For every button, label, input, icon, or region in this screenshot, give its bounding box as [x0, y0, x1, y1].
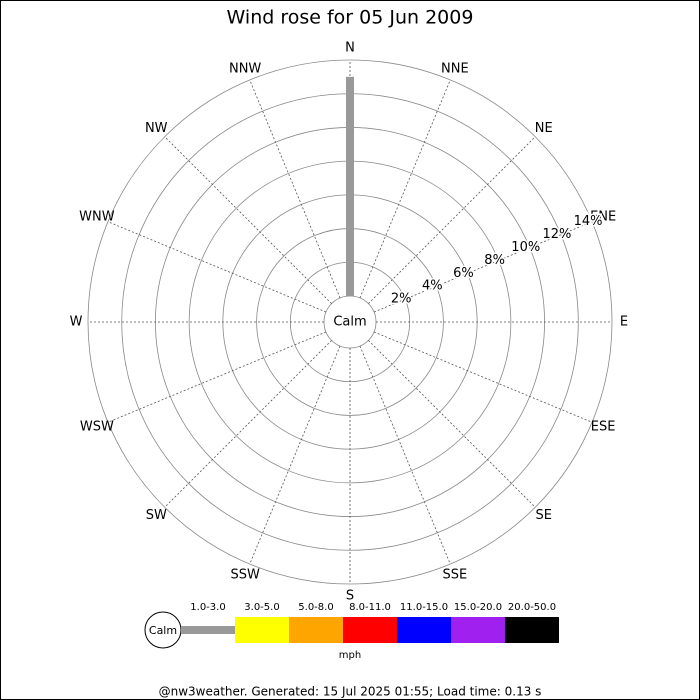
legend-label: 1.0-3.0	[190, 602, 225, 613]
grid-ring	[87, 59, 613, 585]
legend-swatch	[505, 617, 559, 643]
spoke	[368, 136, 536, 304]
legend-swatch	[397, 617, 451, 643]
legend-calm-label: Calm	[149, 624, 177, 637]
spoke	[249, 345, 341, 565]
spoke	[164, 340, 332, 508]
spoke	[107, 331, 327, 423]
ring-label: 10%	[511, 240, 540, 255]
spoke	[107, 221, 327, 313]
spoke	[368, 340, 536, 508]
direction-label: N	[345, 41, 355, 56]
calm-label: Calm	[333, 315, 366, 330]
legend-swatch	[343, 617, 397, 643]
ring-label: 12%	[542, 227, 571, 242]
ring-label: 4%	[422, 279, 443, 294]
direction-label: ESE	[591, 419, 616, 434]
direction-label: NW	[145, 121, 168, 136]
ring-label: 2%	[391, 292, 412, 307]
direction-label: W	[70, 315, 83, 330]
footer: @nw3weather. Generated: 15 Jul 2025 01:5…	[159, 685, 542, 699]
direction-label: SE	[536, 508, 552, 523]
direction-label: NNW	[229, 61, 261, 76]
chart-title: Wind rose for 05 Jun 2009	[227, 7, 474, 29]
legend-label: 15.0-20.0	[454, 602, 502, 613]
ring-label: 14%	[574, 214, 603, 229]
plot: N NNE NE ENE E ESE SE SSE S SSW SW WSW W WNW NW NNW 2% 4%…	[70, 41, 629, 604]
spoke	[164, 136, 332, 304]
spoke	[249, 79, 341, 299]
unit-label: mph	[339, 650, 361, 661]
direction-label: SSE	[442, 568, 467, 583]
legend-label: 3.0-5.0	[244, 602, 279, 613]
legend: 1.0-3.0 3.0-5.0 5.0-8.0 8.0-11.0 11.0-15.0 15…	[181, 602, 559, 643]
legend-swatch	[451, 617, 505, 643]
direction-label: NE	[535, 121, 553, 136]
spoke	[359, 345, 451, 565]
legend-swatch	[235, 617, 289, 643]
ring-label: 8%	[484, 253, 505, 268]
direction-label: SSW	[230, 568, 260, 583]
direction-label: E	[620, 315, 628, 330]
spoke	[373, 331, 593, 423]
spoke	[359, 79, 451, 299]
direction-label: WSW	[80, 419, 114, 434]
legend-label: 11.0-15.0	[400, 602, 448, 613]
direction-label: SW	[146, 508, 167, 523]
legend-swatch	[181, 626, 235, 634]
legend-swatch	[289, 617, 343, 643]
ring-label: 6%	[453, 266, 474, 281]
direction-label: NNE	[441, 61, 469, 76]
direction-label: WNW	[79, 210, 115, 225]
legend-label: 5.0-8.0	[298, 602, 333, 613]
legend-label: 20.0-50.0	[508, 602, 556, 613]
spoke	[373, 221, 593, 313]
direction-label: S	[346, 589, 354, 604]
direction-label: ENE	[590, 210, 616, 225]
legend-label: 8.0-11.0	[349, 602, 391, 613]
